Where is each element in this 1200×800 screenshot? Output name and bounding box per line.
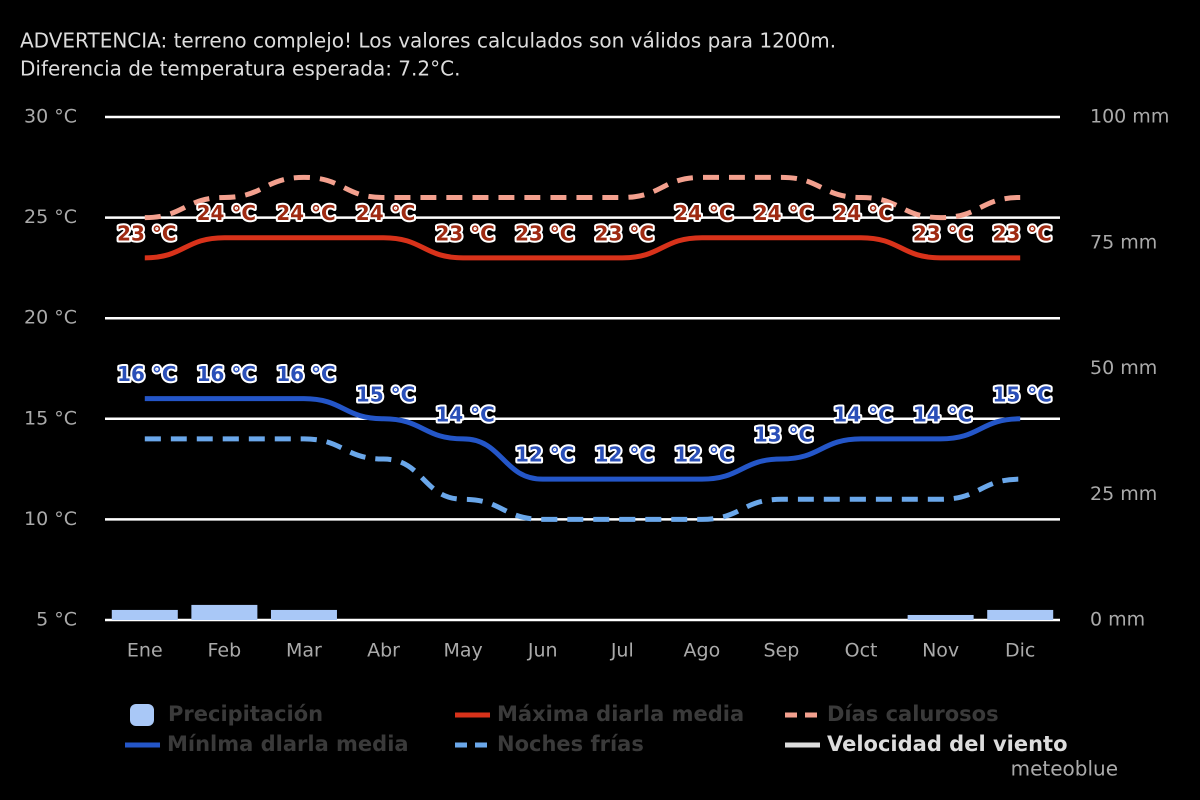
precip-bar: [987, 609, 1054, 620]
series-line: [144, 436, 1021, 522]
data-label: 23 °C: [117, 221, 176, 245]
data-label: 15 °C: [992, 382, 1051, 406]
x-tick-label: Sep: [764, 640, 800, 662]
y-tick-label: 20 °C: [24, 307, 77, 329]
y2-tick-label: 50 mm: [1090, 357, 1157, 379]
x-tick-label: Oct: [845, 640, 878, 662]
y2-tick-label: 25 mm: [1090, 483, 1157, 505]
legend-label: Días calurosos: [827, 702, 999, 726]
y-tick-label: 25 °C: [24, 206, 77, 228]
y-tick-label: 10 °C: [24, 508, 77, 530]
data-label: 16 °C: [117, 362, 176, 386]
x-tick-label: May: [443, 640, 482, 662]
legend-label: Velocidad del viento: [827, 732, 1068, 756]
x-tick-label: Nov: [922, 640, 959, 662]
data-label: 23 °C: [992, 221, 1051, 245]
y2-tick-label: 75 mm: [1090, 231, 1157, 253]
data-label: 14 °C: [913, 402, 972, 426]
y-tick-label: 5 °C: [36, 609, 77, 631]
y-tick-label: 30 °C: [24, 106, 77, 128]
precip-bar: [270, 609, 337, 620]
watermark: meteoblue: [1011, 757, 1118, 781]
data-label: 12 °C: [674, 443, 733, 467]
x-tick-label: Jul: [610, 640, 634, 662]
legend-label: Mínlma dlarla media: [167, 732, 409, 756]
y2-tick-label: 100 mm: [1090, 106, 1169, 128]
x-tick-label: Feb: [208, 640, 242, 662]
data-label: 12 °C: [515, 443, 574, 467]
x-tick-label: Mar: [286, 640, 322, 662]
x-tick-label: Abr: [367, 640, 400, 662]
data-label: 24 °C: [356, 201, 415, 225]
data-label: 12 °C: [595, 443, 654, 467]
x-tick-label: Ene: [127, 640, 163, 662]
data-label: 24 °C: [754, 201, 813, 225]
data-label: 24 °C: [276, 201, 335, 225]
series-line: [144, 396, 1021, 482]
data-label: 14 °C: [833, 402, 892, 426]
data-label: 14 °C: [435, 402, 494, 426]
data-label: 24 °C: [674, 201, 733, 225]
x-tick-label: Dic: [1005, 640, 1035, 662]
x-tick-label: Jun: [527, 640, 558, 662]
warning-line: ADVERTENCIA: terreno complejo! Los valor…: [20, 29, 836, 53]
precip-bar: [191, 604, 258, 620]
data-label: 23 °C: [435, 221, 494, 245]
legend-swatch: [130, 704, 154, 726]
precip-bar: [111, 609, 178, 620]
legend-label: Precipitación: [168, 702, 323, 726]
data-label: 16 °C: [197, 362, 256, 386]
x-tick-label: Ago: [684, 640, 721, 662]
precip-bar: [907, 614, 974, 620]
y-tick-label: 15 °C: [24, 407, 77, 429]
data-label: 15 °C: [356, 382, 415, 406]
y2-tick-label: 0 mm: [1090, 609, 1145, 631]
data-label: 24 °C: [833, 201, 892, 225]
data-label: 24 °C: [197, 201, 256, 225]
data-label: 16 °C: [276, 362, 335, 386]
data-label: 23 °C: [595, 221, 654, 245]
warning-line: Diferencia de temperatura esperada: 7.2°…: [20, 57, 460, 81]
data-label: 23 °C: [515, 221, 574, 245]
data-label: 23 °C: [913, 221, 972, 245]
legend-label: Noches frías: [497, 732, 644, 756]
legend-label: Máxima diarla media: [497, 702, 744, 726]
series-line: [144, 174, 1021, 221]
series-line: [144, 235, 1021, 261]
data-label: 13 °C: [754, 423, 813, 447]
